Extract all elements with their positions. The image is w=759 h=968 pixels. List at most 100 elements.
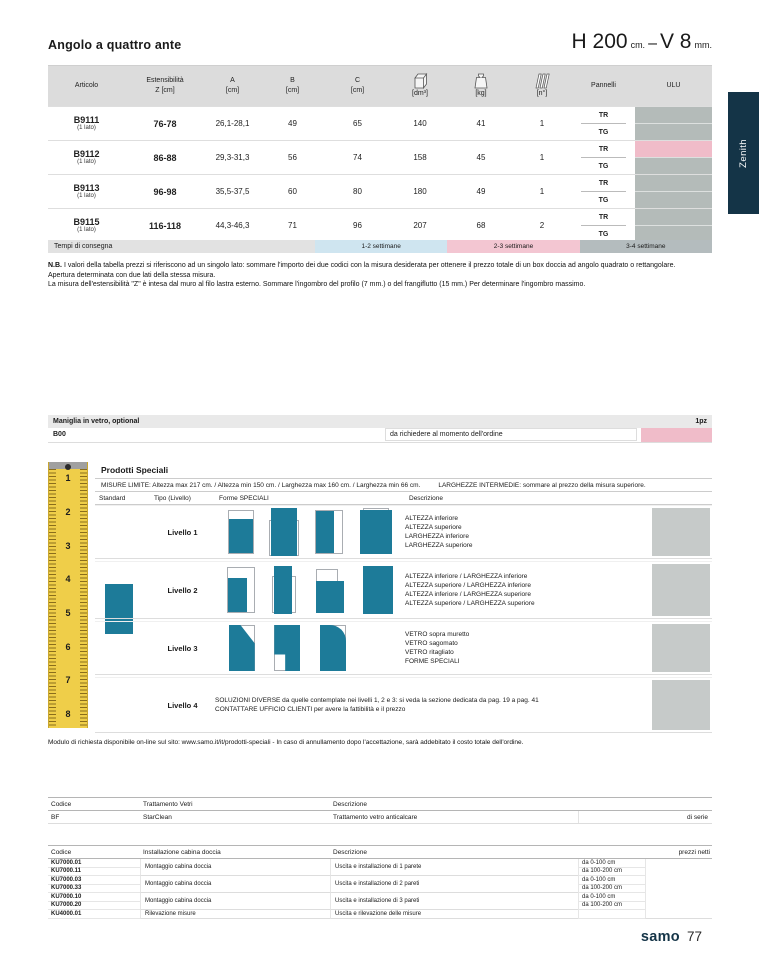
install-service: Rilevazione misure <box>140 910 330 919</box>
panel-type-cell: TR TG <box>572 175 635 208</box>
install-range: da 100-200 cm <box>578 884 645 893</box>
level-row-3: Livello 3 VETRO sopra muretto VETRO sago… <box>95 621 712 675</box>
article-cell: B9115 (1 lato) <box>73 216 100 234</box>
notes: N.B. I valori della tabella prezzi si ri… <box>48 261 712 290</box>
special-columns-header: Standard Tipo (Livello) Forme SPECIALI D… <box>95 492 712 505</box>
col-pannelli: Pannelli <box>591 81 616 89</box>
delivery-times-bar: Tempi di consegna 1-2 settimane 2-3 sett… <box>48 240 712 253</box>
ulu-cell <box>635 175 712 208</box>
install-description: Uscita e installazione di 2 pareti <box>330 876 578 893</box>
install-code: KU7000.11 <box>48 868 140 876</box>
weight-cell: 41 <box>476 119 486 128</box>
special-products-table: Prodotti Speciali MISURE LIMITE: Altezza… <box>95 462 712 735</box>
ruler-ticks-right <box>80 469 87 728</box>
install-range: da 100-200 cm <box>578 901 645 910</box>
ruler-number: 1 <box>65 473 71 483</box>
thickness-unit: mm. <box>694 40 713 50</box>
install-code: KU7000.10 <box>48 893 140 902</box>
z-cell: 86-88 <box>153 152 177 163</box>
special-products-section: 1 2 3 4 5 6 7 8 Prodotti Speciali MISURE… <box>48 462 712 733</box>
panel-type-cell: TR TG <box>572 107 635 140</box>
shape-hu-wu <box>362 566 393 614</box>
ruler-number: 5 <box>65 608 71 618</box>
table-row: B9111 (1 lato) 76-78 26,1-28,1 49 65 140 … <box>48 106 712 140</box>
ruler-number: 3 <box>65 541 71 551</box>
intermediate-text: LARGHEZZE INTERMEDIE: sommare al prezzo … <box>438 481 646 489</box>
shape-width-upper <box>360 508 393 554</box>
weight-cell: 45 <box>476 153 486 162</box>
ruler-number: 2 <box>65 507 71 517</box>
level-price-cell <box>652 508 710 556</box>
install-service: Montaggio cabina doccia <box>140 859 330 876</box>
installation-table-header: Codice Installazione cabina doccia Descr… <box>48 845 712 859</box>
ruler-number: 7 <box>65 675 71 685</box>
handle-row: B00 da richiedere al momento dell'ordine <box>48 428 712 443</box>
install-code: KU7000.20 <box>48 902 140 910</box>
height-unit: cm. <box>630 40 646 50</box>
install-code: KU7000.03 <box>48 876 140 885</box>
weight-cell: 49 <box>476 187 486 196</box>
handle-note: da richiedere al momento dell'ordine <box>385 428 637 441</box>
series-tab-zenith[interactable]: Zenith <box>728 92 759 214</box>
col-a: A [cm] <box>225 77 240 94</box>
z-cell: 116-118 <box>148 220 182 231</box>
b-cell: 49 <box>288 119 297 128</box>
level-row-4: Livello 4 SOLUZIONI DIVERSE da quelle co… <box>95 677 712 733</box>
install-range: da 0-100 cm <box>578 893 645 902</box>
install-range: da 100-200 cm <box>578 867 645 876</box>
ruler-rivet <box>65 464 71 470</box>
online-form-footnote: Modulo di richiesta disponibile on-line … <box>48 739 524 746</box>
panels-count-cell: 1 <box>539 119 545 128</box>
glass-table-header: Codice Trattamento Vetri Descrizione <box>48 797 712 811</box>
glass-table-row: BF StarClean Trattamento vetro anticalca… <box>48 811 712 824</box>
level-name: Livello 2 <box>167 585 198 595</box>
panels-count-cell: 1 <box>539 187 545 196</box>
level-price-cell <box>652 624 710 672</box>
standard-size-glass <box>105 584 133 634</box>
handle-code: B00 <box>53 431 66 438</box>
a-cell: 44,3-46,3 <box>215 221 250 230</box>
panels-count-cell: 1 <box>539 153 545 162</box>
glass-treatment-table: Codice Trattamento Vetri Descrizione BF … <box>48 797 712 824</box>
c-cell: 80 <box>353 187 362 196</box>
installation-table: Codice Installazione cabina doccia Descr… <box>48 845 712 919</box>
install-range: da 0-100 cm <box>578 859 645 868</box>
weight-icon <box>473 73 489 89</box>
volume-cell: 158 <box>413 153 427 162</box>
shape-height-lower <box>227 510 254 554</box>
delivery-label: Tempi di consegna <box>48 240 315 253</box>
delivery-segment-1-2: 1-2 settimane <box>315 240 448 253</box>
limits-text: MISURE LIMITE: Altezza max 217 cm. / Alt… <box>101 481 421 489</box>
handle-qty: 1pz <box>695 418 707 425</box>
page-title: Angolo a quattro ante <box>48 38 182 52</box>
note-line-1: N.B. I valori della tabella prezzi si ri… <box>48 262 676 269</box>
panel-type-cell: TR TG <box>572 209 635 242</box>
glass-description: Trattamento vetro anticalcare <box>333 813 418 821</box>
box-icon <box>413 73 428 90</box>
level-row-1: Livello 1 ALTEZZA inferiore ALTEZZA supe… <box>95 505 712 559</box>
volume-cell: 140 <box>413 119 427 128</box>
special-limits-row: MISURE LIMITE: Altezza max 217 cm. / Alt… <box>95 479 712 492</box>
level-description: VETRO sopra muretto VETRO sagomato VETRO… <box>405 631 470 665</box>
page-footer: samo 77 <box>641 929 702 945</box>
note-line-3: La misura dell'estensibilità "Z" è intes… <box>48 281 586 288</box>
install-description: Uscita e installazione di 3 pareti <box>330 893 578 910</box>
table-row: B9113 (1 lato) 96-98 35,5-37,5 60 80 180 … <box>48 174 712 208</box>
ruler-number: 8 <box>65 709 71 719</box>
glass-note: di serie <box>578 811 712 823</box>
a-cell: 26,1-28,1 <box>215 119 250 128</box>
ruler-number: 4 <box>65 574 71 584</box>
special-title: Prodotti Speciali <box>95 462 712 479</box>
level1-shapes <box>215 506 405 558</box>
install-price-column <box>645 859 712 919</box>
level-price-cell <box>652 680 710 730</box>
glass-code: BF <box>51 813 60 821</box>
level-name: Livello 1 <box>167 527 198 537</box>
product-table: Articolo Estensibilità Z [cm] A [cm] B [cm… <box>48 65 712 242</box>
col-standard: Standard <box>99 494 126 502</box>
ulu-swatch <box>635 123 712 140</box>
c-cell: 74 <box>353 153 362 162</box>
col-weight: [kg] <box>450 66 512 106</box>
table-row: B9112 (1 lato) 86-88 29,3-31,3 56 74 158 … <box>48 140 712 174</box>
